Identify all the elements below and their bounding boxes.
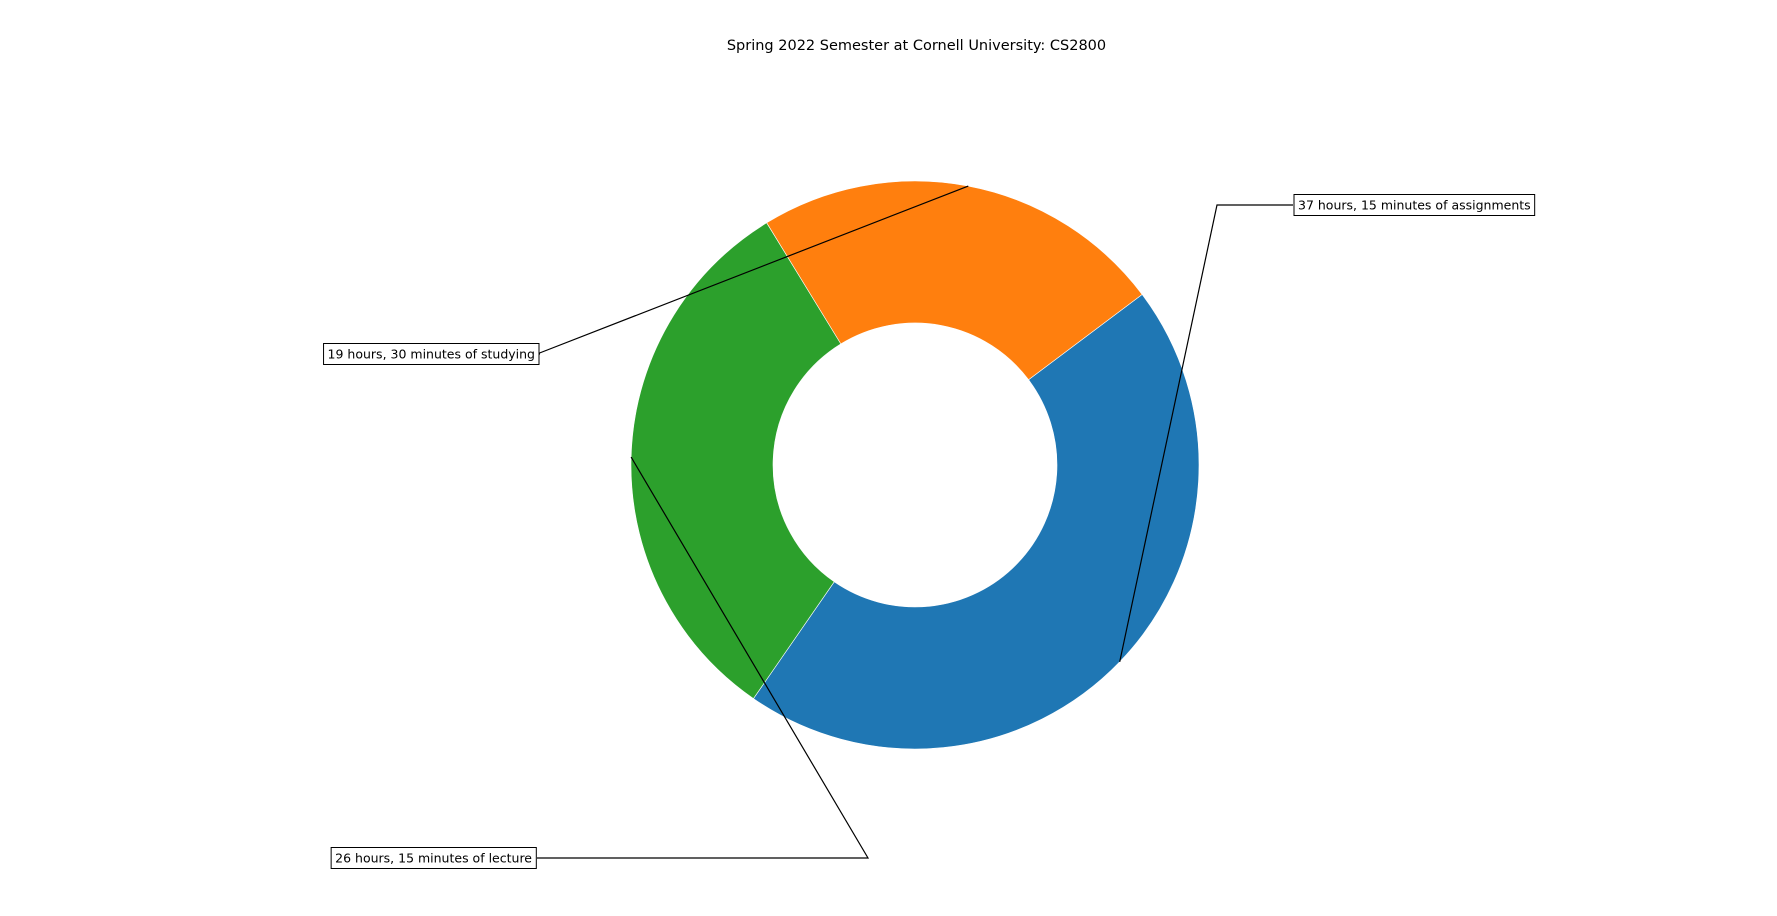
- callout-label: 19 hours, 30 minutes of studying: [323, 343, 540, 365]
- donut-slice: [630, 222, 842, 700]
- callout-leader-line: [1119, 204, 1293, 662]
- callout-text: 26 hours, 15 minutes of lecture: [335, 851, 532, 866]
- callouts-layer: 37 hours, 15 minutes of assignments 26 ho…: [323, 185, 1536, 869]
- donut-slice: [766, 180, 1143, 381]
- callout-label: 37 hours, 15 minutes of assignments: [1293, 194, 1536, 216]
- slices-layer: [630, 180, 1200, 750]
- callout-box: [1293, 194, 1536, 216]
- callout-text: 19 hours, 30 minutes of studying: [328, 347, 535, 362]
- callout-label: 26 hours, 15 minutes of lecture: [330, 847, 537, 869]
- callout-text: 37 hours, 15 minutes of assignments: [1298, 198, 1531, 213]
- callout-box: [323, 343, 540, 365]
- donut-slice: [753, 294, 1200, 750]
- callout-box: [330, 847, 537, 869]
- callout-leader-line: [537, 456, 870, 859]
- chart-title: Spring 2022 Semester at Cornell Universi…: [726, 38, 1107, 54]
